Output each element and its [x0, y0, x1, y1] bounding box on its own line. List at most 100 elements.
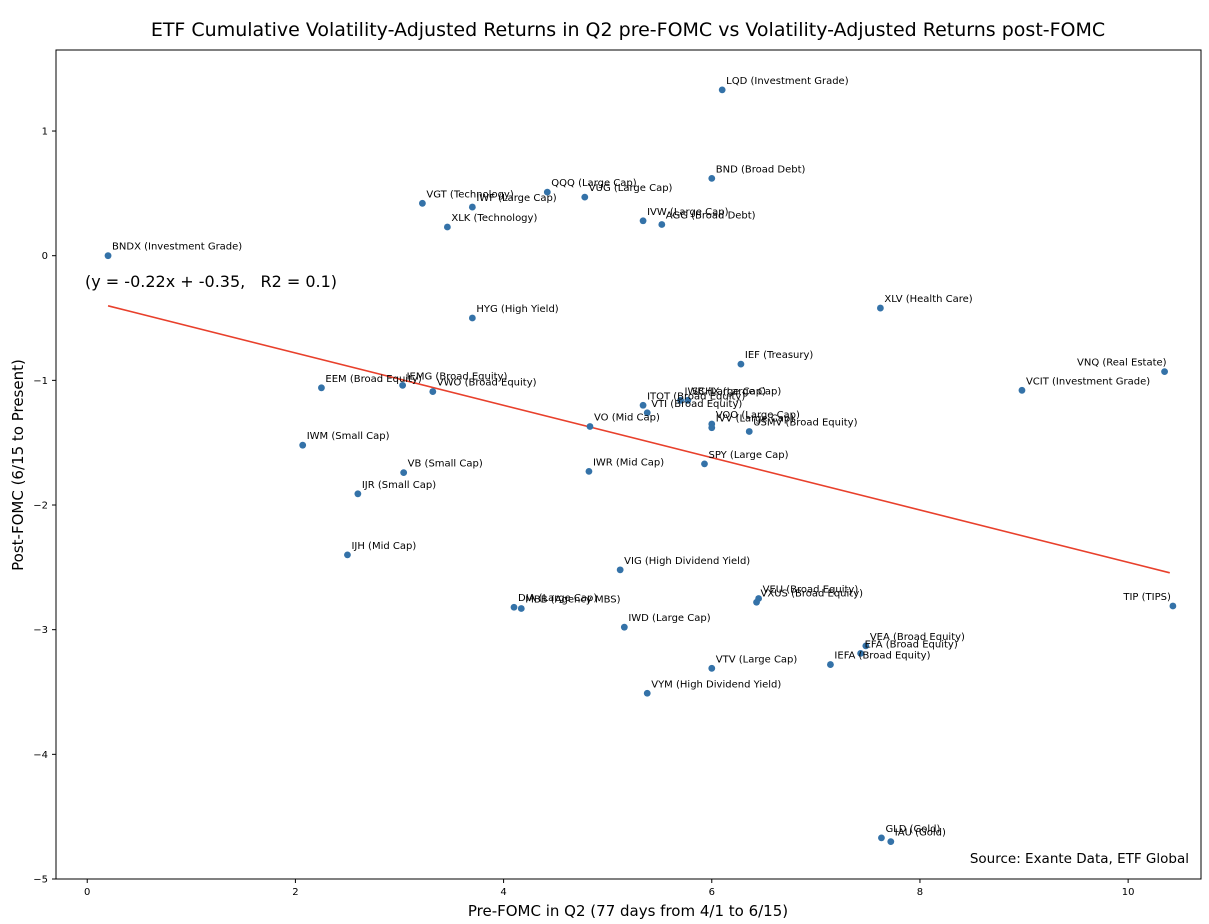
- data-point-label: IWF (Large Cap): [476, 193, 556, 204]
- data-point: [517, 605, 525, 612]
- data-point-label: VYM (High Dividend Yield): [651, 679, 781, 690]
- data-point: [737, 360, 745, 368]
- data-point-label: VUG (Large Cap): [589, 183, 673, 194]
- data-point-label: EFA (Broad Equity): [865, 639, 958, 650]
- data-point: [510, 603, 518, 611]
- data-point: [620, 623, 628, 631]
- data-point-label: IEMG (Broad Equity): [407, 371, 508, 382]
- data-point-label: IEF (Treasury): [745, 350, 813, 361]
- data-point: [400, 469, 408, 477]
- y-tick-label: −2: [33, 501, 48, 512]
- data-point: [543, 188, 551, 196]
- data-point-label: VEU (Broad Equity): [763, 585, 859, 596]
- data-point-label: USMV (Broad Equity): [753, 417, 857, 428]
- data-point: [684, 396, 692, 404]
- regression-line: [107, 305, 1170, 574]
- data-point: [318, 384, 325, 392]
- data-point-label: IVV (Large Cap): [716, 414, 794, 425]
- data-point: [443, 223, 451, 231]
- data-point: [586, 423, 594, 430]
- data-point: [1018, 386, 1026, 394]
- data-point-label: VWO (Broad Equity): [437, 378, 537, 389]
- data-point-label: VXUS (Broad Equity): [761, 588, 864, 599]
- data-point: [677, 396, 684, 404]
- data-point-label: IJR (Small Cap): [362, 480, 436, 491]
- source-note: Source: Exante Data, ETF Global: [970, 851, 1189, 867]
- x-tick-label: 8: [917, 887, 923, 898]
- data-point: [581, 193, 589, 201]
- data-point-label: HYG (High Yield): [476, 304, 558, 315]
- data-point: [708, 175, 716, 182]
- data-point-label: VTI (Broad Equity): [651, 399, 742, 410]
- data-point-label: SPY (Large Cap): [708, 450, 788, 461]
- data-point-label: ITOT (Broad Equity): [647, 391, 745, 402]
- data-point-label: BNDX (Investment Grade): [112, 242, 242, 253]
- data-point: [745, 428, 753, 435]
- data-point: [857, 649, 865, 657]
- data-point: [643, 409, 651, 417]
- y-tick-label: −1: [33, 376, 48, 387]
- data-point: [429, 388, 437, 395]
- data-point-label: VEA (Broad Equity): [870, 632, 965, 643]
- data-point-label: IWM (Small Cap): [307, 431, 390, 442]
- data-point-label: VTV (Large Cap): [716, 654, 798, 665]
- data-point-label: IJH (Mid Cap): [351, 541, 416, 552]
- data-point: [718, 86, 726, 94]
- data-point-label: MBB (Agency MBS): [525, 594, 620, 605]
- y-axis-label: Post-FOMC (6/15 to Present): [9, 359, 27, 571]
- data-point-label: TIP (TIPS): [1122, 592, 1171, 603]
- data-point: [616, 566, 624, 574]
- data-point-label: QQQ (Large Cap): [551, 178, 636, 189]
- data-point: [877, 304, 884, 312]
- y-tick-label: 0: [42, 251, 48, 262]
- data-point-label: IWD (Large Cap): [628, 613, 710, 624]
- data-point-label: IWB (Large Cap): [685, 386, 767, 397]
- data-point: [878, 834, 885, 842]
- data-point: [643, 689, 651, 697]
- x-tick-label: 0: [84, 887, 90, 898]
- data-point: [419, 199, 426, 207]
- data-points: [104, 86, 1177, 846]
- regression-equation: (y = -0.22x + -0.35, R2 = 0.1): [85, 272, 337, 291]
- data-point-label: GLD (Gold): [885, 824, 940, 835]
- data-point: [1169, 602, 1177, 610]
- data-point-label: XLV (Health Care): [884, 294, 972, 305]
- data-point: [344, 551, 351, 559]
- plot-frame: [55, 49, 1202, 880]
- data-point: [701, 460, 708, 468]
- data-point: [299, 441, 307, 449]
- data-point-label: VIG (High Dividend Yield): [624, 556, 750, 567]
- data-point-label: EEM (Broad Equity): [325, 374, 421, 385]
- y-tick-label: −5: [33, 875, 48, 886]
- x-tick-label: 2: [292, 887, 298, 898]
- y-tick-label: −4: [33, 750, 48, 761]
- data-point: [887, 838, 895, 846]
- data-point-label: VGT (Technology): [426, 189, 513, 200]
- data-point: [639, 401, 647, 409]
- data-point: [399, 381, 407, 389]
- x-tick-label: 4: [500, 887, 506, 898]
- x-tick-label: 6: [709, 887, 715, 898]
- chart-title: ETF Cumulative Volatility-Adjusted Retur…: [151, 19, 1105, 41]
- data-point: [708, 664, 716, 672]
- data-point-label: BND (Broad Debt): [716, 164, 806, 175]
- data-point-label: AGG (Broad Debt): [666, 211, 756, 222]
- data-point-label: LQD (Investment Grade): [726, 76, 849, 87]
- data-point-label: IAU (Gold): [895, 828, 946, 839]
- data-point: [1161, 368, 1168, 376]
- data-point: [468, 203, 476, 211]
- data-point-label: DIA (Large Cap): [518, 593, 597, 604]
- y-tick-label: −3: [33, 625, 48, 636]
- data-point-label: IVW (Large Cap): [647, 207, 729, 218]
- data-point-label: IWR (Mid Cap): [593, 457, 664, 468]
- data-point-label: VNQ (Real Estate): [1077, 358, 1167, 369]
- data-point: [753, 598, 760, 606]
- data-point-label: VOO (Large Cap): [716, 410, 800, 421]
- data-point-label: IEFA (Broad Equity): [834, 651, 930, 662]
- data-point: [354, 490, 362, 498]
- x-tick-label: 10: [1122, 887, 1135, 898]
- data-point-label: SCHX (Large Cap): [692, 386, 782, 397]
- data-point: [827, 661, 834, 668]
- data-point-label: VCIT (Investment Grade): [1026, 376, 1150, 387]
